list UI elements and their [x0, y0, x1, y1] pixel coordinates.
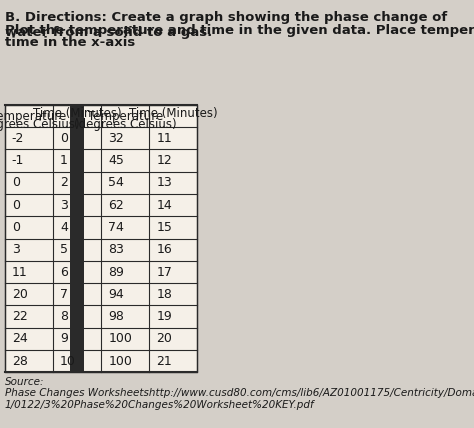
Text: 83: 83: [108, 243, 124, 256]
Text: B. Directions: Create a graph showing the phase change of water from a solid to : B. Directions: Create a graph showing th…: [5, 11, 447, 39]
Text: 8: 8: [60, 310, 68, 323]
Text: 1: 1: [60, 154, 68, 167]
Text: 28: 28: [12, 355, 27, 368]
Text: Temperature: Temperature: [0, 110, 66, 123]
Text: 11: 11: [12, 265, 27, 279]
Text: 10: 10: [60, 355, 76, 368]
Text: 0: 0: [12, 199, 20, 212]
Text: 13: 13: [156, 176, 172, 189]
Text: 98: 98: [108, 310, 124, 323]
Text: 21: 21: [156, 355, 172, 368]
Text: 62: 62: [108, 199, 124, 212]
Text: 3: 3: [12, 243, 20, 256]
Text: -2: -2: [12, 132, 24, 145]
Text: 17: 17: [156, 265, 173, 279]
Text: 18: 18: [156, 288, 173, 301]
Text: Plot the temperature and time in the given data. Place temperature in the Y-axis: Plot the temperature and time in the giv…: [5, 24, 474, 36]
Text: Time (Minutes): Time (Minutes): [129, 107, 218, 120]
Text: 19: 19: [156, 310, 172, 323]
Bar: [70, 105, 84, 372]
Text: Source:
Phase Changes Worksheetshttp://www.cusd80.com/cms/lib6/AZ01001175/Centri: Source: Phase Changes Worksheetshttp://w…: [5, 377, 474, 410]
Text: -1: -1: [12, 154, 24, 167]
Text: 15: 15: [156, 221, 173, 234]
Text: 24: 24: [12, 333, 27, 345]
Text: Temperature: Temperature: [88, 110, 163, 123]
Text: (degrees Celsius): (degrees Celsius): [74, 118, 176, 131]
Text: 89: 89: [108, 265, 124, 279]
Text: 4: 4: [60, 221, 68, 234]
Text: 14: 14: [156, 199, 172, 212]
Text: 0: 0: [12, 176, 20, 189]
Text: time in the x-axis: time in the x-axis: [5, 36, 135, 49]
Text: 20: 20: [12, 288, 27, 301]
Text: 5: 5: [60, 243, 68, 256]
Text: 20: 20: [156, 333, 173, 345]
Text: 54: 54: [108, 176, 124, 189]
Text: 0: 0: [60, 132, 68, 145]
Text: 9: 9: [60, 333, 68, 345]
Text: 7: 7: [60, 288, 68, 301]
Text: 94: 94: [108, 288, 124, 301]
Text: 32: 32: [108, 132, 124, 145]
Text: 16: 16: [156, 243, 172, 256]
Text: 0: 0: [12, 221, 20, 234]
Text: 3: 3: [60, 199, 68, 212]
Text: (degrees Celsius): (degrees Celsius): [0, 118, 80, 131]
Text: 11: 11: [156, 132, 172, 145]
Text: Time (Minutes): Time (Minutes): [33, 107, 121, 120]
Text: 74: 74: [108, 221, 124, 234]
Text: 22: 22: [12, 310, 27, 323]
Text: 12: 12: [156, 154, 172, 167]
Text: 2: 2: [60, 176, 68, 189]
Text: 45: 45: [108, 154, 124, 167]
Text: 100: 100: [108, 333, 132, 345]
Text: 6: 6: [60, 265, 68, 279]
Text: 100: 100: [108, 355, 132, 368]
